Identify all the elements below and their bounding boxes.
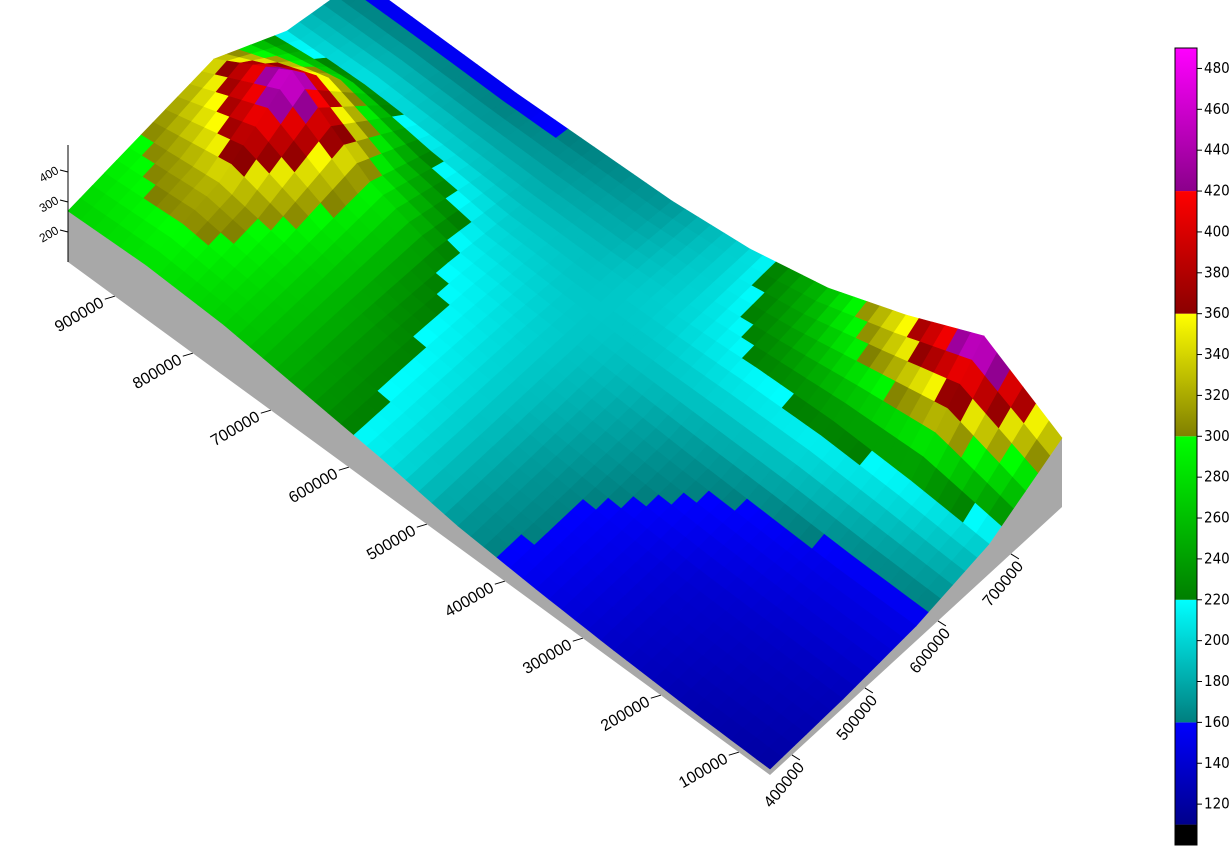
- z-tick-label: 300: [37, 193, 62, 215]
- y-tick-label: 200000: [598, 694, 653, 735]
- colorbar-tick-label: 420: [1204, 182, 1230, 200]
- y-tick-label: 500000: [364, 523, 419, 564]
- colorbar-tick-label: 260: [1204, 509, 1230, 527]
- colorbar-tick-label: 400: [1204, 222, 1230, 240]
- colorbar-tick-label: 160: [1204, 713, 1230, 731]
- colorbar-tick-label: 200: [1204, 631, 1230, 649]
- y-tick-label: 700000: [208, 409, 263, 450]
- tick-mark: [59, 229, 69, 233]
- colorbar-tick-label: 340: [1204, 345, 1230, 363]
- colorbar-band: [1175, 599, 1197, 723]
- surface-patch: [340, 0, 358, 7]
- y-tick-label: 900000: [52, 295, 107, 336]
- tick-mark: [791, 754, 801, 761]
- colorbar-tick-label: 140: [1204, 754, 1230, 772]
- colorbar-band: [1175, 313, 1197, 437]
- y-tick-label: 100000: [676, 751, 731, 792]
- tick-mark: [59, 199, 69, 203]
- colorbar-band: [1175, 436, 1197, 600]
- tick-mark: [1010, 553, 1020, 560]
- tick-mark: [650, 694, 661, 699]
- tick-mark: [416, 523, 427, 528]
- colorbar-tick-label: 380: [1204, 263, 1230, 281]
- colorbar-tick-label: 460: [1204, 100, 1230, 118]
- z-tick-label: 200: [37, 223, 62, 245]
- colorbar-band: [1175, 824, 1197, 845]
- tick-mark: [937, 620, 947, 627]
- colorbar-band: [1175, 191, 1197, 314]
- tick-mark: [572, 637, 583, 642]
- surface: [67, 0, 1063, 770]
- y-tick-label: 300000: [520, 637, 575, 678]
- tick-mark: [864, 687, 874, 694]
- tick-mark: [728, 751, 739, 756]
- z-tick-label: 400: [37, 163, 62, 185]
- colorbar-tick-label: 360: [1204, 304, 1230, 322]
- colorbar: 120 140 160 180 200 220 240 260 280 300 320 340 360 3…: [1174, 47, 1230, 846]
- surface-patch: [756, 747, 783, 770]
- tick-mark: [260, 409, 271, 414]
- side-wall: [68, 211, 770, 775]
- y-tick-label: 400000: [442, 580, 497, 621]
- colorbar-band: [1175, 722, 1197, 825]
- tick-mark: [59, 169, 69, 173]
- y-tick-label: 800000: [130, 352, 185, 393]
- colorbar-tick-label: 300: [1204, 427, 1230, 445]
- colorbar-tick-label: 320: [1204, 386, 1230, 404]
- colorbar-tick-label: 220: [1204, 590, 1230, 608]
- tick-mark: [104, 295, 115, 300]
- colorbar-frame: [1174, 47, 1198, 846]
- y-tick-label: 600000: [286, 466, 341, 507]
- colorbar-tick-label: 440: [1204, 141, 1230, 159]
- colorbar-tick-label: 480: [1204, 59, 1230, 77]
- tick-mark: [494, 580, 505, 585]
- colorbar-tick-label: 280: [1204, 468, 1230, 486]
- colorbar-tick-label: 240: [1204, 549, 1230, 567]
- tick-mark: [182, 352, 193, 357]
- colorbar-tick-label: 180: [1204, 672, 1230, 690]
- tick-mark: [338, 466, 349, 471]
- colorbar-tick-label: 120: [1204, 795, 1230, 813]
- colorbar-band: [1175, 48, 1197, 192]
